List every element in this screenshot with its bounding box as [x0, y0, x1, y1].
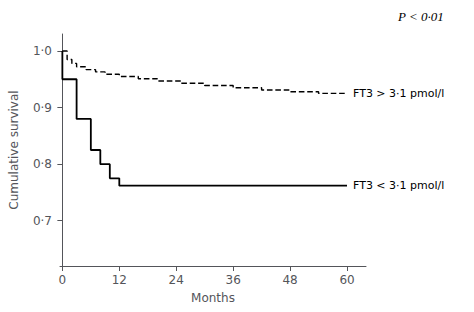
svg-text:24: 24 [169, 273, 184, 287]
svg-text:36: 36 [226, 273, 241, 287]
svg-text:12: 12 [112, 273, 127, 287]
svg-text:0·7: 0·7 [33, 214, 52, 228]
svg-text:FT3 < 3·1 pmol/l: FT3 < 3·1 pmol/l [353, 179, 444, 192]
svg-text:60: 60 [339, 273, 354, 287]
svg-text:Months: Months [191, 291, 235, 305]
svg-text:Cumulative survival: Cumulative survival [7, 90, 21, 209]
svg-text:0·8: 0·8 [33, 157, 52, 171]
svg-text:1·0: 1·0 [33, 44, 52, 58]
svg-text:0: 0 [59, 273, 67, 287]
svg-text:FT3 > 3·1 pmol/l: FT3 > 3·1 pmol/l [353, 87, 444, 100]
svg-text:48: 48 [282, 273, 297, 287]
svg-text:0·9: 0·9 [33, 101, 52, 115]
svg-text:P < 0·01: P < 0·01 [397, 9, 444, 24]
